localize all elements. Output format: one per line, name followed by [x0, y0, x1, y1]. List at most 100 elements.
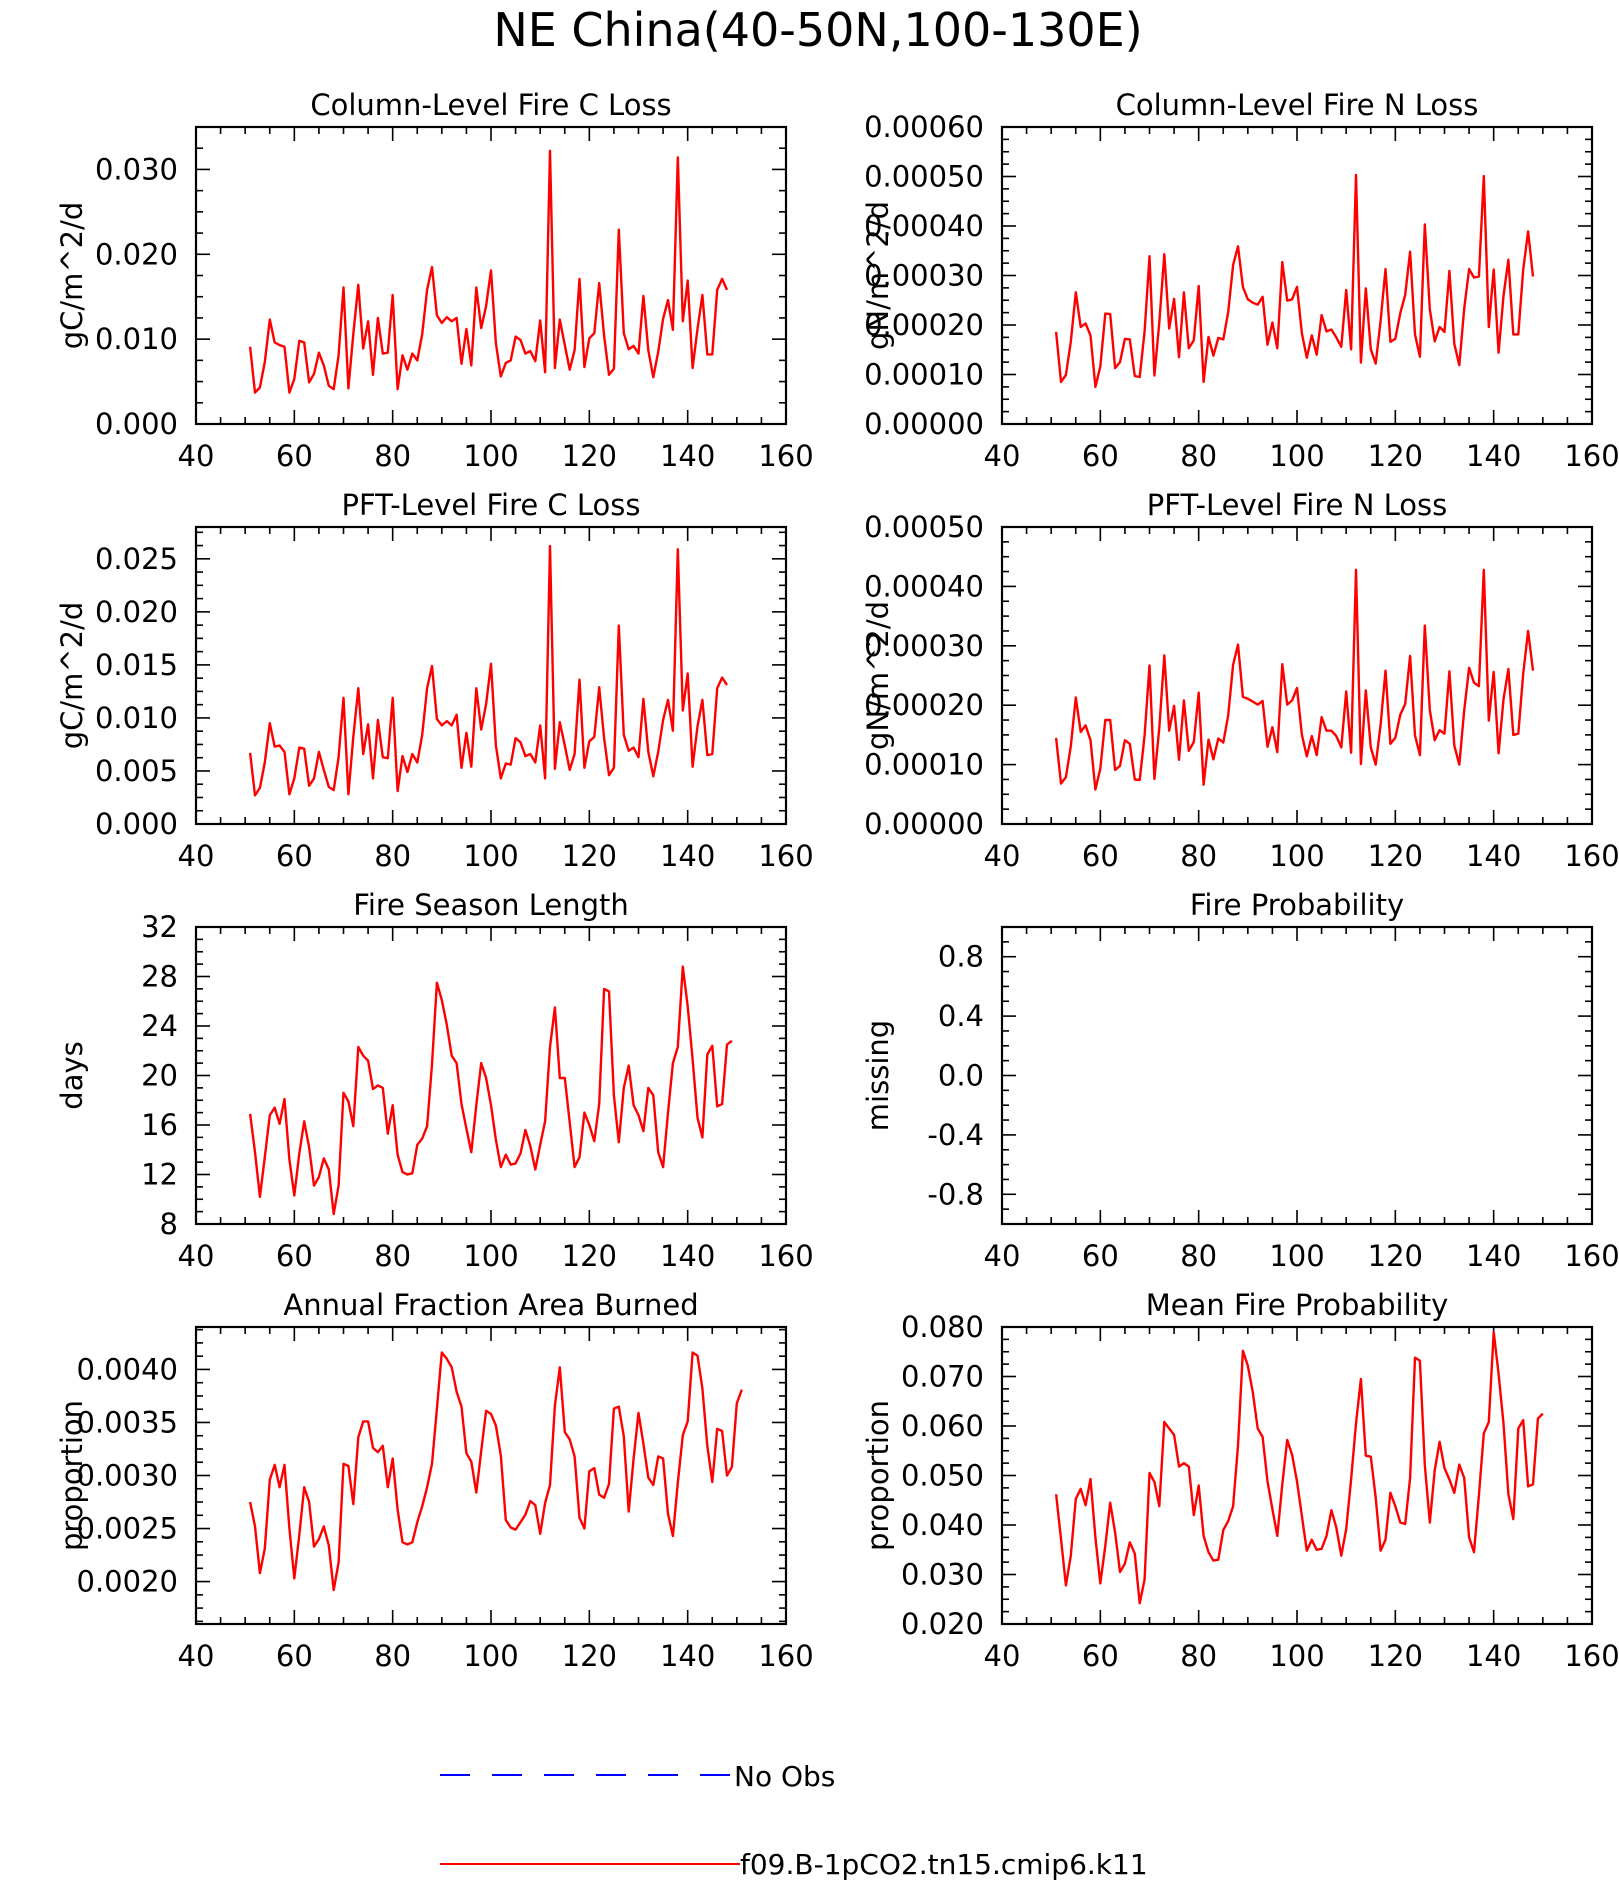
- y-tick-label: 0.00030: [864, 259, 984, 293]
- panel-title: Fire Season Length: [353, 888, 628, 922]
- x-tick-label: 160: [1564, 1639, 1619, 1673]
- y-tick-label: 0.0: [938, 1059, 984, 1093]
- y-tick-label: 0.040: [901, 1508, 984, 1542]
- x-tick-label: 80: [1180, 1239, 1217, 1273]
- y-tick-label: 0.010: [95, 701, 178, 735]
- series-line-model: [248, 1351, 743, 1592]
- plot-frame: [1000, 925, 1594, 1226]
- x-tick-label: 100: [463, 439, 518, 473]
- plot-frame: [1000, 125, 1594, 426]
- x-tick-label: 140: [660, 1639, 715, 1673]
- y-tick-label: 0.00040: [864, 209, 984, 243]
- x-tick-label: 160: [758, 1639, 813, 1673]
- x-tick-label: 120: [562, 439, 617, 473]
- y-tick-label: -0.8: [927, 1177, 984, 1211]
- plot-frame: [1000, 525, 1594, 826]
- panel-4: PFT-Level Fire N Loss gN/m^2/d 40 60 80 100 12…: [861, 488, 1619, 873]
- y-axis-label: gC/m^2/d: [55, 602, 89, 750]
- x-tick-label: 60: [276, 1239, 313, 1273]
- x-tick-label: 80: [374, 839, 411, 873]
- y-tick-label: -0.4: [927, 1118, 984, 1152]
- panel-2: Column-Level Fire N Loss gN/m^2/d 40 60 80 10…: [861, 88, 1619, 473]
- x-tick-label: 80: [374, 1639, 411, 1673]
- y-axis-label: proportion: [861, 1400, 895, 1551]
- plot-frame: [194, 925, 788, 1226]
- x-tick-label: 80: [1180, 1639, 1217, 1673]
- x-tick-label: 120: [562, 1639, 617, 1673]
- series-line-model: [1054, 568, 1535, 791]
- x-tick-label: 40: [984, 439, 1021, 473]
- y-tick-label: 0.00000: [864, 407, 984, 441]
- x-tick-label: 100: [463, 1639, 518, 1673]
- y-tick-label: 0.020: [95, 595, 178, 629]
- x-tick-label: 160: [1564, 1239, 1619, 1273]
- x-tick-label: 100: [1269, 1239, 1324, 1273]
- y-tick-label: 20: [141, 1059, 178, 1093]
- y-tick-label: 0.0025: [77, 1512, 178, 1546]
- x-tick-label: 120: [562, 839, 617, 873]
- x-tick-label: 60: [276, 1639, 313, 1673]
- panel-title: Mean Fire Probability: [1146, 1288, 1449, 1322]
- y-axis-label: proportion: [55, 1400, 89, 1551]
- x-tick-label: 60: [1082, 1239, 1119, 1273]
- y-tick-label: 0.0040: [77, 1352, 178, 1386]
- y-axis-label: gN/m^2/d: [861, 601, 895, 750]
- y-tick-label: 0.00030: [864, 629, 984, 663]
- panel-3: PFT-Level Fire C Loss gC/m^2/d 40 60 80 100 12…: [55, 488, 814, 873]
- chart-panels: Column-Level Fire C Loss gC/m^2/d 40 60 80 10…: [55, 88, 1619, 1673]
- panel-6: Fire Probability missing 40 60 80 100 120 140 16…: [861, 888, 1619, 1273]
- y-tick-label: 0.050: [901, 1459, 984, 1493]
- x-tick-label: 160: [758, 439, 813, 473]
- y-tick-label: 0.00020: [864, 308, 984, 342]
- y-tick-label: 0.005: [95, 754, 178, 788]
- y-tick-label: 0.0030: [77, 1459, 178, 1493]
- y-tick-label: 0.000: [95, 407, 178, 441]
- y-tick-label: 0.00010: [864, 358, 984, 392]
- x-tick-label: 120: [562, 1239, 617, 1273]
- x-tick-label: 40: [984, 1239, 1021, 1273]
- x-tick-label: 80: [1180, 839, 1217, 873]
- y-tick-label: 28: [141, 960, 178, 994]
- x-tick-label: 100: [1269, 439, 1324, 473]
- y-tick-label: 0.020: [901, 1607, 984, 1641]
- y-tick-label: 0.080: [901, 1310, 984, 1344]
- legend-model-label: f09.B-1pCO2.tn15.cmip6.k11: [740, 1848, 1148, 1880]
- y-tick-label: 0.00010: [864, 748, 984, 782]
- y-tick-label: 32: [141, 910, 178, 944]
- x-tick-label: 60: [276, 839, 313, 873]
- x-tick-label: 80: [1180, 439, 1217, 473]
- x-tick-label: 140: [1466, 439, 1521, 473]
- x-tick-label: 60: [1082, 439, 1119, 473]
- y-tick-label: 0.0020: [77, 1565, 178, 1599]
- x-tick-label: 140: [1466, 839, 1521, 873]
- x-tick-label: 160: [1564, 839, 1619, 873]
- series-line-model: [248, 965, 733, 1216]
- x-tick-label: 100: [463, 839, 518, 873]
- y-tick-label: 24: [141, 1009, 178, 1043]
- y-axis-label: gC/m^2/d: [55, 202, 89, 350]
- y-tick-label: 0.070: [901, 1360, 984, 1394]
- x-tick-label: 60: [1082, 839, 1119, 873]
- panel-title: PFT-Level Fire C Loss: [342, 488, 641, 522]
- panel-title: PFT-Level Fire N Loss: [1147, 488, 1447, 522]
- x-tick-label: 160: [1564, 439, 1619, 473]
- y-tick-label: 0.0035: [77, 1405, 178, 1439]
- x-tick-label: 40: [984, 1639, 1021, 1673]
- panel-title: Annual Fraction Area Burned: [283, 1288, 698, 1322]
- series-line-model: [248, 149, 729, 394]
- x-tick-label: 140: [660, 439, 715, 473]
- x-tick-label: 40: [178, 439, 215, 473]
- y-tick-label: 0.00050: [864, 160, 984, 194]
- legend-obs-label: No Obs: [734, 1760, 835, 1793]
- x-tick-label: 100: [1269, 1639, 1324, 1673]
- x-tick-label: 60: [1082, 1639, 1119, 1673]
- x-tick-label: 140: [1466, 1239, 1521, 1273]
- x-tick-label: 60: [276, 439, 313, 473]
- x-tick-label: 80: [374, 439, 411, 473]
- panel-8: Mean Fire Probability proportion 40 60 80 100…: [861, 1288, 1619, 1673]
- x-tick-label: 40: [178, 839, 215, 873]
- y-tick-label: 0.00060: [864, 110, 984, 144]
- panel-title: Fire Probability: [1190, 888, 1404, 922]
- y-tick-label: 0.015: [95, 648, 178, 682]
